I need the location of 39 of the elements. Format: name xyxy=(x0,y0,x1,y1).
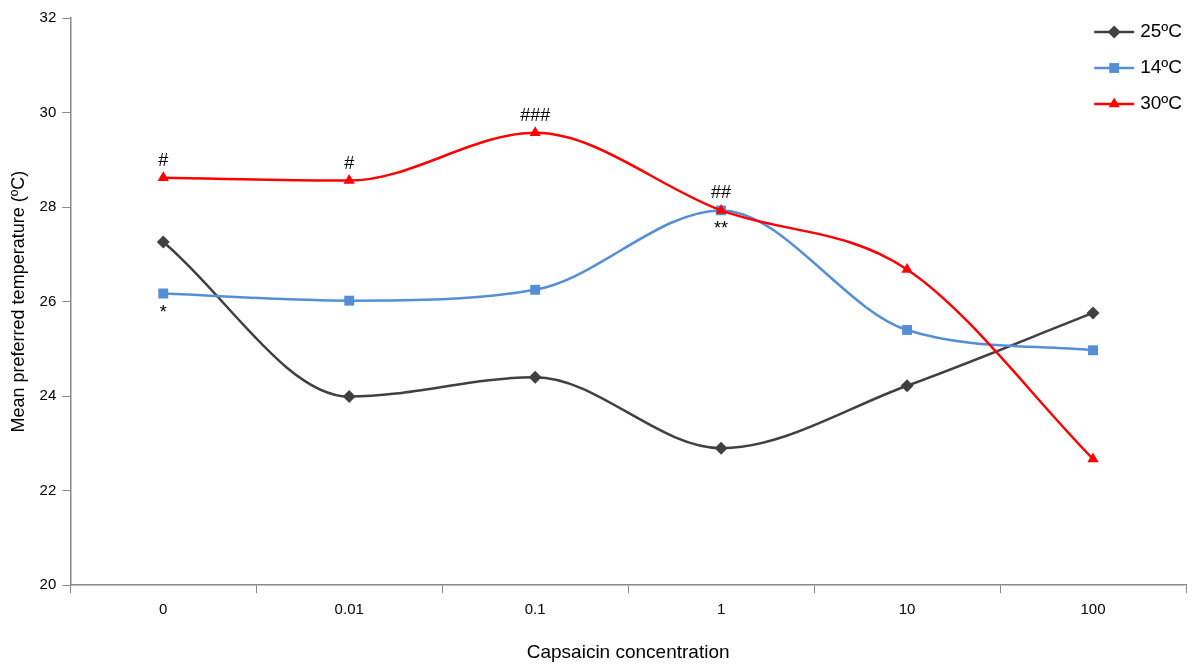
point xyxy=(529,126,541,137)
y-tick-label: 22 xyxy=(39,480,57,498)
point xyxy=(714,441,728,455)
y-tick-label: 20 xyxy=(39,575,57,593)
point xyxy=(157,171,169,182)
point xyxy=(158,288,169,299)
x-tick-label: 0 xyxy=(159,600,168,618)
point xyxy=(901,262,913,273)
annotation: # xyxy=(344,152,355,173)
y-tick-label: 30 xyxy=(39,102,57,120)
annotation: ** xyxy=(714,218,729,239)
x-tick-label: 0.1 xyxy=(524,600,546,618)
y-axis-title: Mean preferred temperature (ºC) xyxy=(7,170,28,433)
legend-label: 25ºC xyxy=(1140,20,1182,42)
x-tick-label: 10 xyxy=(898,600,916,618)
annotation: ### xyxy=(520,104,551,125)
y-tick-label: 26 xyxy=(39,291,57,309)
y-tick-label: 28 xyxy=(39,197,57,215)
x-tick-label: 0.01 xyxy=(334,600,364,618)
annotation: ## xyxy=(711,182,732,203)
point xyxy=(528,370,542,384)
point xyxy=(156,235,170,249)
annotation: # xyxy=(158,149,169,170)
point xyxy=(1086,306,1100,320)
legend-label: 14ºC xyxy=(1140,56,1182,78)
point xyxy=(900,379,914,393)
point xyxy=(342,390,356,404)
point xyxy=(344,295,355,306)
annotation: * xyxy=(159,301,167,322)
x-axis-title: Capsaicin concentration xyxy=(526,640,730,662)
y-tick-label: 32 xyxy=(39,8,57,26)
point xyxy=(902,325,913,335)
point xyxy=(1088,345,1098,356)
x-tick-label: 100 xyxy=(1080,600,1106,618)
point xyxy=(530,284,541,295)
point xyxy=(343,174,355,184)
legend-label: 30ºC xyxy=(1140,92,1182,114)
x-tick-label: 1 xyxy=(716,600,726,618)
y-tick-label: 24 xyxy=(39,386,57,404)
